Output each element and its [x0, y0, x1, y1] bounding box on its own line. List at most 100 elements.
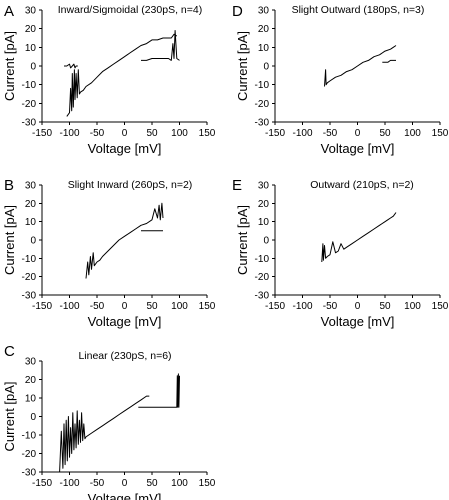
x-tick-label: 100	[171, 478, 188, 489]
panel-title-b: Slight Inward (260pS, n=2)	[68, 179, 193, 191]
iv-trace-a-1	[66, 33, 178, 117]
x-tick-label: 150	[199, 301, 216, 312]
x-tick-label: 50	[146, 128, 158, 139]
x-tick-label: 0	[122, 301, 128, 312]
y-tick-label: -20	[22, 272, 37, 283]
y-tick-label: 20	[258, 199, 270, 210]
y-tick-label: -30	[255, 291, 270, 302]
panel-letter-a: A	[4, 3, 14, 20]
x-tick-label: 0	[122, 128, 128, 139]
x-axis-label: Voltage [mV]	[88, 314, 162, 329]
x-tick-label: -50	[323, 301, 338, 312]
x-tick-label: 0	[355, 301, 361, 312]
y-tick-label: 20	[25, 24, 37, 35]
x-tick-label: 150	[432, 128, 449, 139]
x-tick-label: 50	[146, 478, 158, 489]
x-tick-label: 50	[379, 301, 391, 312]
y-tick-label: -20	[255, 272, 270, 283]
y-tick-label: 10	[258, 217, 270, 228]
y-tick-label: 0	[30, 236, 36, 247]
iv-trace-e-1	[321, 212, 397, 263]
x-tick-label: 150	[199, 478, 216, 489]
x-tick-label: -50	[90, 301, 105, 312]
panel-title-a: Inward/Sigmoidal (230pS, n=4)	[58, 4, 202, 16]
y-axis-label: Current [pA]	[2, 205, 17, 275]
x-tick-label: 0	[355, 128, 361, 139]
x-tick-label: -100	[59, 128, 79, 139]
y-tick-label: 0	[30, 412, 36, 423]
y-tick-label: -20	[255, 99, 270, 110]
x-tick-label: 150	[432, 301, 449, 312]
x-tick-label: -100	[59, 478, 79, 489]
x-tick-label: -150	[32, 128, 52, 139]
x-tick-label: -150	[32, 478, 52, 489]
iv-trace-a-2	[64, 63, 78, 69]
iv-trace-d-1	[324, 45, 397, 87]
y-tick-label: -30	[22, 468, 37, 479]
x-axis-label: Voltage [mV]	[321, 314, 395, 329]
y-axis-label: Current [pA]	[2, 31, 17, 101]
y-tick-label: 30	[25, 181, 37, 192]
x-axis-label: Voltage [mV]	[88, 141, 162, 156]
y-tick-label: 10	[258, 43, 270, 54]
x-tick-label: -150	[265, 301, 285, 312]
x-tick-label: -150	[32, 301, 52, 312]
panel-letter-c: C	[4, 343, 15, 360]
y-tick-label: -30	[22, 118, 37, 129]
x-tick-label: 100	[171, 128, 188, 139]
y-tick-label: 10	[25, 43, 37, 54]
x-tick-label: -50	[90, 478, 105, 489]
panel-a: A Inward/Sigmoidal (230pS, n=4)-30-20-100…	[2, 3, 216, 156]
y-tick-label: -30	[255, 118, 270, 129]
panel-e: E Outward (210pS, n=2) -30 -20 -100 10 20 30 -15…	[232, 177, 449, 329]
y-tick-label: 30	[258, 181, 270, 192]
x-tick-label: 0	[122, 478, 128, 489]
iv-trace-c-2	[138, 373, 180, 408]
y-tick-label: 30	[25, 357, 37, 368]
x-tick-label: 50	[379, 128, 391, 139]
x-tick-label: -100	[292, 301, 312, 312]
x-tick-label: -50	[323, 128, 338, 139]
y-tick-label: -10	[22, 254, 37, 265]
x-tick-label: 150	[199, 128, 216, 139]
panel-d: D Slight Outward (180pS, n=3)-30-20-10010…	[232, 3, 449, 156]
panel-letter-b: B	[4, 177, 14, 194]
y-tick-label: -30	[22, 291, 37, 302]
x-axis-label: Voltage [mV]	[88, 491, 162, 500]
y-tick-label: 20	[258, 24, 270, 35]
panel-letter-e: E	[232, 177, 242, 194]
panel-letter-d: D	[232, 3, 243, 20]
y-tick-label: 20	[25, 375, 37, 386]
y-axis-label: Current [pA]	[2, 381, 17, 451]
iv-trace-c-1	[59, 395, 150, 473]
y-tick-label: 30	[258, 6, 270, 17]
y-tick-label: 0	[30, 62, 36, 73]
panel-title-e: Outward (210pS, n=2)	[310, 179, 414, 191]
panel-b: B Slight Inward (260pS, n=2)-30-20-100102…	[2, 177, 216, 329]
y-tick-label: -10	[22, 431, 37, 442]
y-tick-label: -20	[22, 449, 37, 460]
y-tick-label: 10	[25, 217, 37, 228]
y-tick-label: 20	[25, 199, 37, 210]
panel-c: C Linear (230pS, n=6)-30-20-100102030-150…	[2, 343, 216, 500]
iv-trace-b-1	[85, 202, 164, 279]
x-tick-label: -150	[265, 128, 285, 139]
x-axis-label: Voltage [mV]	[321, 141, 395, 156]
y-tick-label: -10	[22, 80, 37, 91]
iv-trace-d-2	[382, 59, 396, 63]
x-tick-label: 50	[146, 301, 158, 312]
y-tick-label: 0	[263, 62, 269, 73]
x-tick-label: -100	[59, 301, 79, 312]
panel-title-c: Linear (230pS, n=6)	[78, 350, 171, 362]
y-tick-label: -10	[255, 80, 270, 91]
x-tick-label: -100	[292, 128, 312, 139]
x-tick-label: -50	[90, 128, 105, 139]
x-tick-label: 100	[171, 301, 188, 312]
x-tick-label: 100	[404, 301, 421, 312]
y-axis-label: Current [pA]	[235, 31, 250, 101]
y-tick-label: 10	[25, 394, 37, 405]
y-axis-label: Current [pA]	[235, 205, 250, 275]
panel-title-d: Slight Outward (180pS, n=3)	[292, 4, 425, 16]
y-tick-label: 0	[263, 236, 269, 247]
